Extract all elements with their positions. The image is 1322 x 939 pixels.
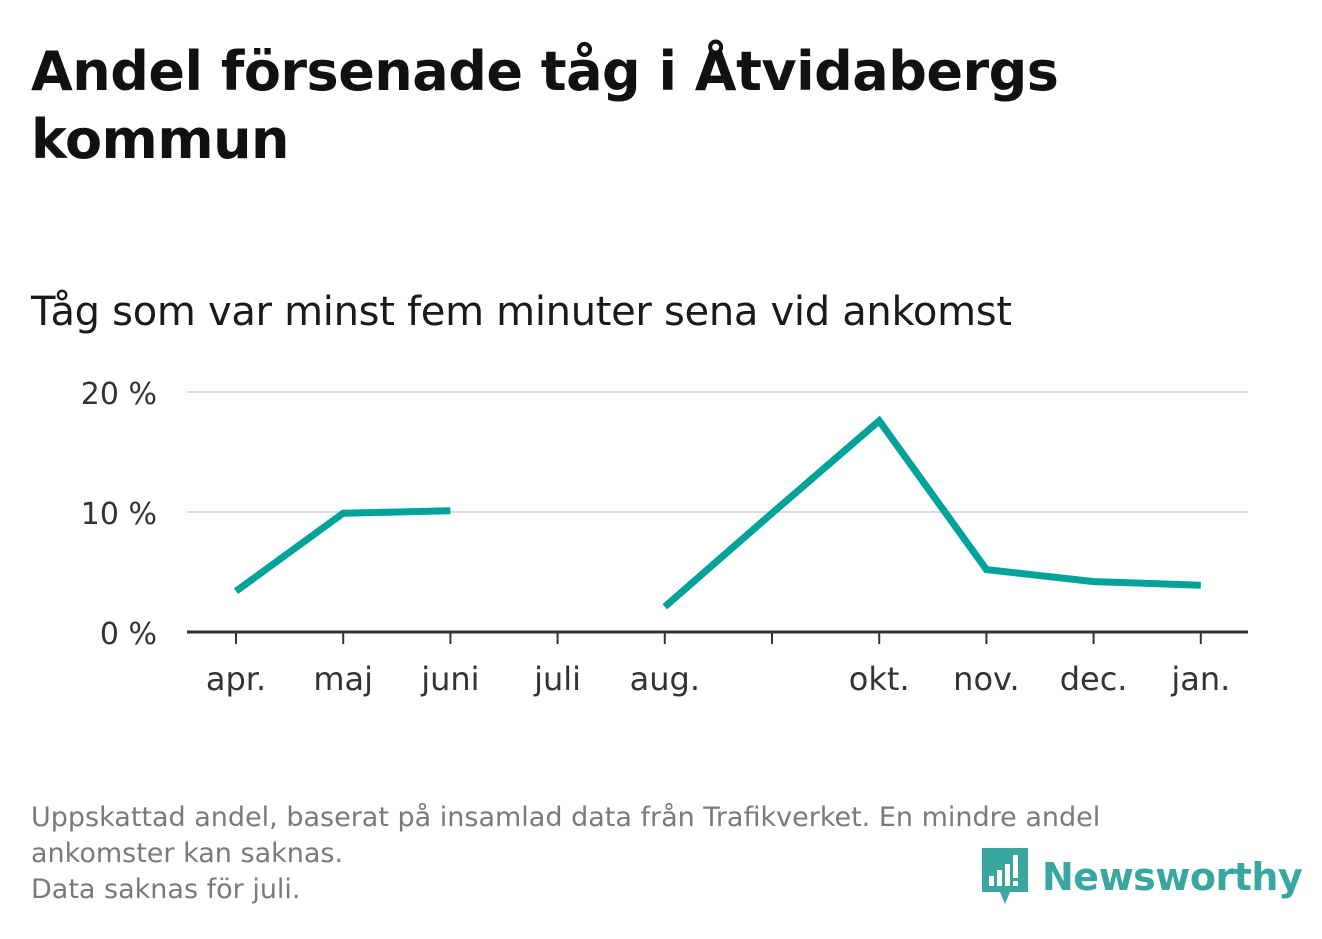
newsworthy-logo: Newsworthy: [980, 846, 1303, 908]
logo-text: Newsworthy: [1042, 855, 1303, 899]
x-tick-label: jan.: [1170, 660, 1230, 698]
x-tick-label: apr.: [206, 660, 266, 698]
x-tick-label: okt.: [849, 660, 910, 698]
series-line: [662, 415, 1201, 610]
gridlines: [187, 391, 1248, 513]
x-tick-label: dec.: [1060, 660, 1128, 698]
footer-line-2: ankomster kan saknas.: [31, 838, 344, 869]
newsworthy-bar-chart-icon: [982, 848, 1028, 904]
chart-subtitle: Tåg som var minst fem minuter sena vid a…: [31, 289, 1012, 335]
line-chart: 0 % 10 % 20 % apr. maj juni juli aug. okt. nov. d…: [81, 377, 1248, 698]
x-tick-label: aug.: [630, 660, 700, 698]
y-tick-label: 10 %: [81, 497, 157, 532]
footer-line-1: Uppskattad andel, baserat på insamlad da…: [31, 802, 1101, 833]
series-lines: [233, 415, 1201, 610]
x-axis: apr. maj juni juli aug. okt. nov. dec. jan.: [187, 630, 1248, 698]
footer-note: Uppskattad andel, baserat på insamlad da…: [31, 800, 1281, 908]
y-tick-label: 0 %: [100, 617, 157, 652]
x-tick-label: juni: [420, 660, 479, 698]
x-tick-label: nov.: [953, 660, 1019, 698]
footer-line-3: Data saknas för juli.: [31, 874, 301, 905]
y-tick-label: 20 %: [81, 377, 157, 412]
series-line: [233, 507, 451, 595]
x-tick-label: maj: [313, 660, 373, 698]
x-tick-label: juli: [533, 660, 581, 698]
chart-title: Andel försenade tåg i Åtvidabergs kommun: [31, 40, 1059, 171]
y-axis-ticks: 0 % 10 % 20 %: [81, 377, 157, 652]
